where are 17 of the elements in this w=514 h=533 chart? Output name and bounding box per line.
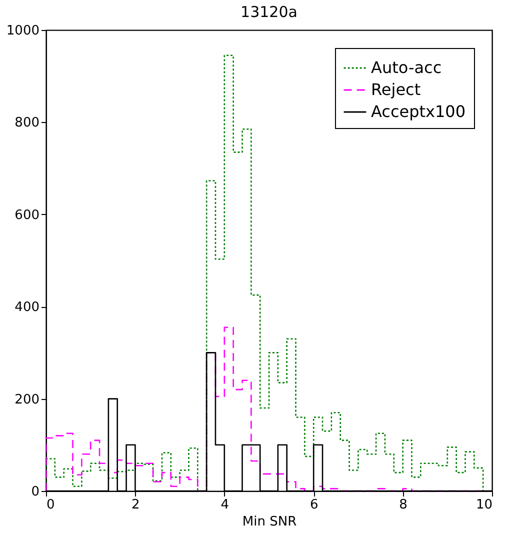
y-tick-label: 0 <box>31 484 40 500</box>
y-tick-label: 400 <box>14 300 40 316</box>
y-tick-label: 800 <box>14 116 40 131</box>
x-tick-label: 0 <box>46 498 55 512</box>
legend-label: Acceptx100 <box>371 102 466 121</box>
x-tick-label: 6 <box>310 498 318 512</box>
chart-title: 13120a <box>240 3 298 21</box>
x-tick-label: 10 <box>476 498 492 512</box>
y-tick-label: 600 <box>14 208 40 223</box>
x-tick-label: 2 <box>132 498 140 512</box>
x-axis-title: Min SNR <box>242 514 297 530</box>
legend-label: Auto-acc <box>371 58 442 77</box>
x-tick-label: 8 <box>399 498 408 512</box>
x-tick-label: 4 <box>220 498 230 512</box>
y-tick-label: 1000 <box>6 24 40 38</box>
y-tick-label: 200 <box>14 392 40 408</box>
legend-label: Reject <box>371 80 421 99</box>
